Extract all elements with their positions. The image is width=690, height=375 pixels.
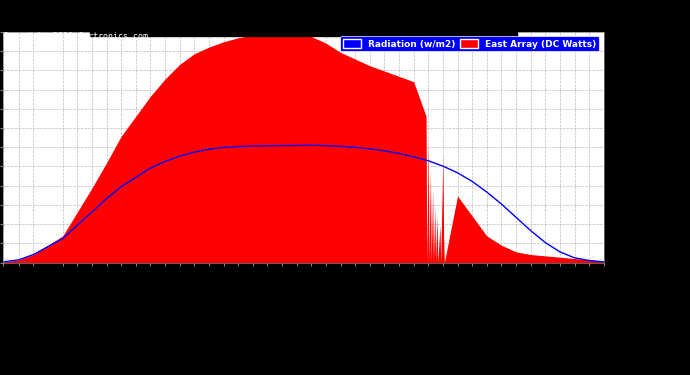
- Legend: Radiation (w/m2), East Array (DC Watts): Radiation (w/m2), East Array (DC Watts): [340, 36, 599, 51]
- Text: Copyright 2020 Cartronics.com: Copyright 2020 Cartronics.com: [3, 32, 148, 41]
- Title: East Array Power & Solar Radiation Tue Apr 21 19:43: East Array Power & Solar Radiation Tue A…: [96, 17, 511, 31]
